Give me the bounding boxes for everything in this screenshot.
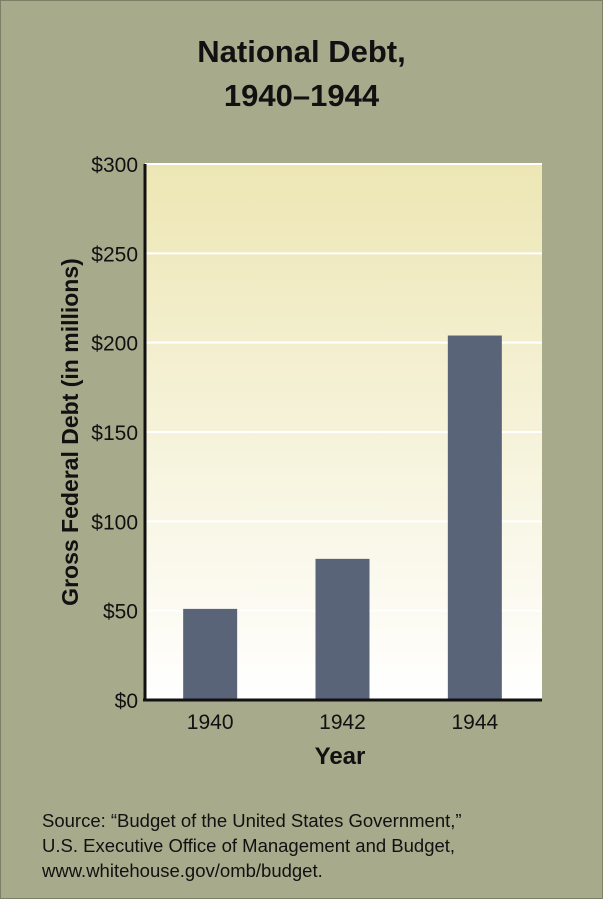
chart-title: National Debt, 1940–1944	[0, 30, 603, 118]
x-tick-label: 1944	[451, 711, 498, 734]
y-tick-label: $0	[115, 690, 138, 713]
source-line-2: U.S. Executive Office of Management and …	[42, 835, 456, 856]
y-tick-label: $200	[91, 333, 138, 356]
x-tick-labels: 1940 1942 1944	[187, 711, 499, 734]
y-tick-label: $150	[91, 422, 138, 445]
x-tick-label: 1942	[319, 711, 366, 734]
source-line-1: Source: “Budget of the United States Gov…	[42, 810, 462, 831]
bar-1940	[183, 608, 238, 700]
y-tick-label: $300	[91, 154, 138, 177]
source-note: Source: “Budget of the United States Gov…	[42, 808, 582, 883]
y-axis-label: Gross Federal Debt (in millions)	[57, 258, 83, 606]
source-line-3: www.whitehouse.gov/omb/budget.	[42, 860, 323, 881]
bar-chart: $0 $50 $100 $150 $200 $250 $300 1940 1942 1944 Y…	[57, 154, 542, 770]
bar-1942	[315, 558, 370, 700]
y-tick-label: $100	[91, 511, 138, 534]
x-tick-label: 1940	[187, 711, 234, 734]
y-tick-labels: $0 $50 $100 $150 $200 $250 $300	[91, 154, 138, 713]
chart-title-line-2: 1940–1944	[223, 78, 380, 113]
chart-title-line-1: National Debt,	[197, 34, 406, 69]
y-tick-label: $50	[103, 601, 138, 624]
bar-1944	[447, 335, 502, 700]
y-tick-label: $250	[91, 243, 138, 266]
x-axis-label: Year	[315, 743, 366, 770]
bars	[183, 335, 502, 700]
